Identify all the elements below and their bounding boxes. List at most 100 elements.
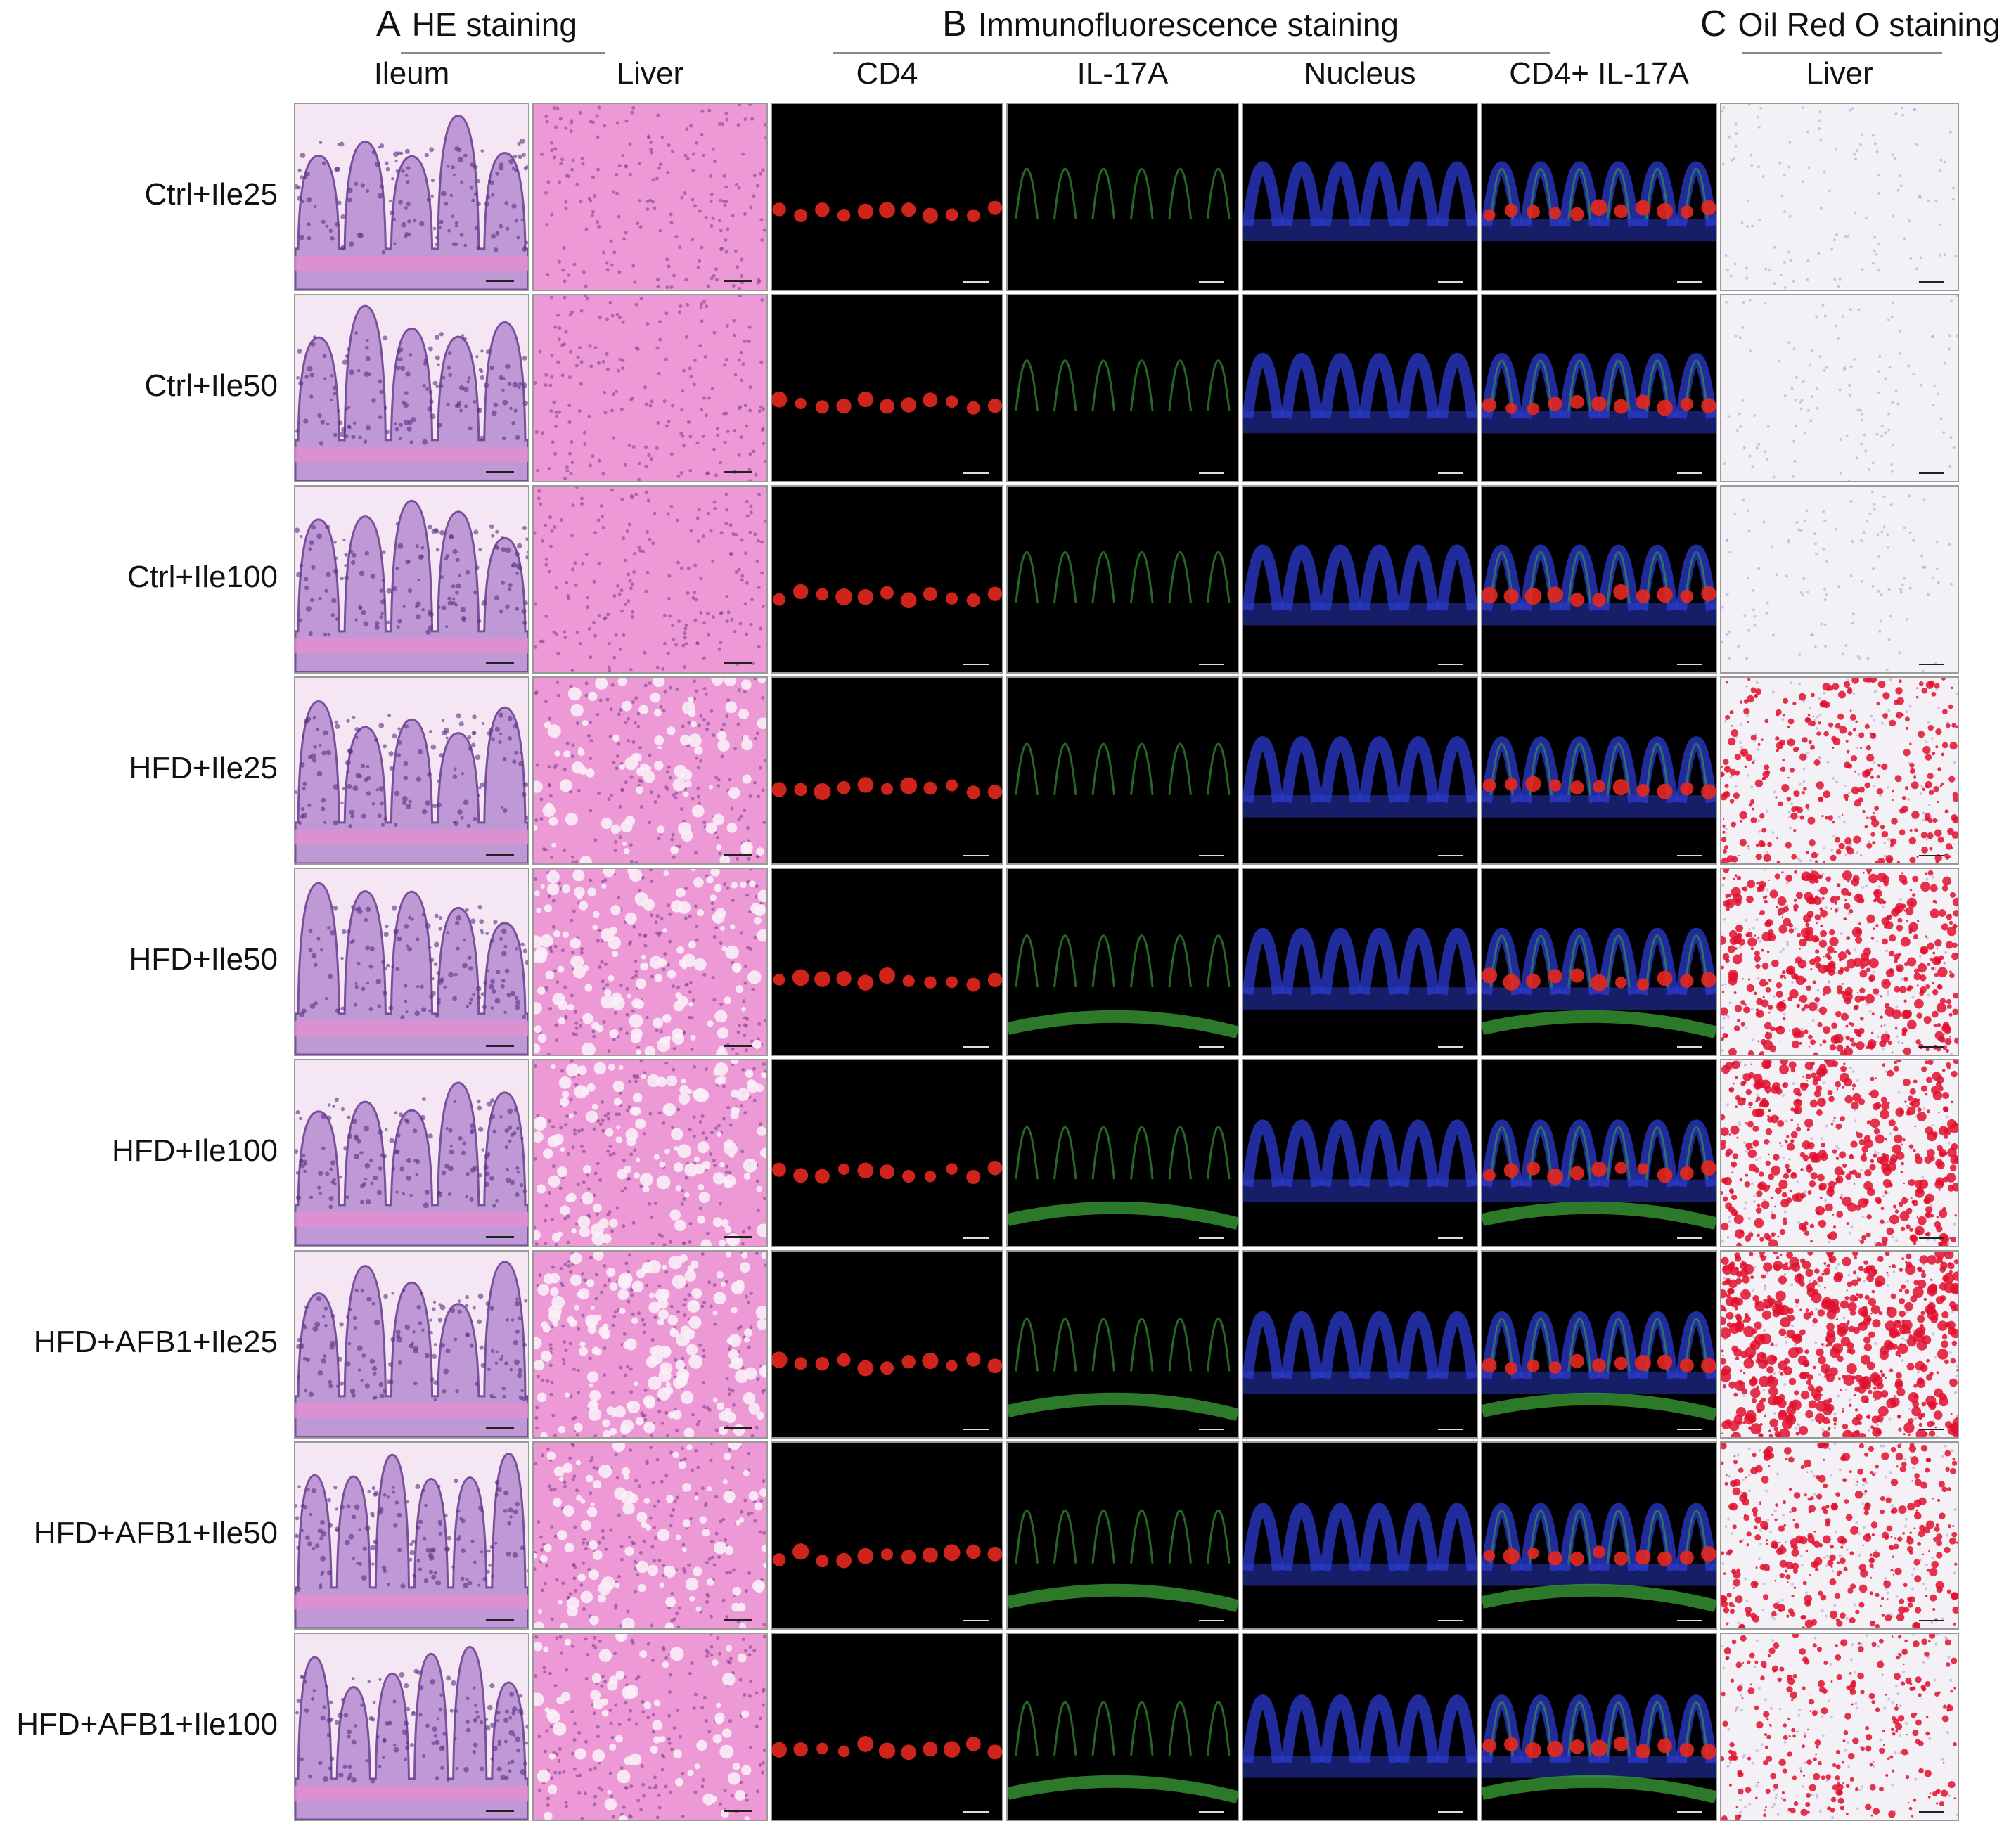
micrograph-nucleus [1242, 1250, 1478, 1439]
micrograph-image [1721, 295, 1958, 481]
micrograph-il17a [1006, 103, 1239, 291]
micrograph-image [534, 295, 766, 481]
micrograph-cd4 [771, 485, 1003, 674]
row-label: HFD+Ile50 [129, 942, 278, 977]
micrograph-image [772, 1060, 1002, 1246]
micrograph-image [1243, 1252, 1477, 1437]
row-label: Ctrl+Ile100 [127, 560, 278, 594]
micrograph-image [1482, 869, 1716, 1055]
section-letter: B [942, 4, 967, 44]
micrograph-image [295, 295, 528, 481]
micrograph-he-ileum [294, 868, 529, 1056]
micrograph-merge [1481, 103, 1717, 291]
section-underline [401, 52, 605, 54]
row-label: HFD+Ile25 [129, 751, 278, 785]
micrograph-he-liver [532, 676, 768, 865]
section-title-a: A HE staining [376, 3, 577, 45]
micrograph-image [1721, 869, 1958, 1055]
micrograph-image [295, 869, 528, 1055]
column-label-il17a: IL-17A [1077, 56, 1169, 91]
micrograph-image [772, 104, 1002, 290]
micrograph-il17a [1006, 868, 1239, 1056]
micrograph-image [1008, 295, 1238, 481]
section-title-c: C Oil Red O staining [1700, 3, 2001, 45]
row-label: HFD+AFB1+Ile50 [33, 1516, 278, 1550]
micrograph-nucleus [1242, 485, 1478, 674]
micrograph-he-liver [532, 868, 768, 1056]
micrograph-image [1243, 295, 1477, 481]
micrograph-il17a [1006, 1441, 1239, 1630]
micrograph-cd4 [771, 1250, 1003, 1439]
micrograph-oro-liver [1720, 1250, 1959, 1439]
micrograph-image [1008, 1443, 1238, 1628]
micrograph-oro-liver [1720, 1633, 1959, 1821]
micrograph-he-ileum [294, 1250, 529, 1439]
micrograph-image [1243, 1443, 1477, 1628]
micrograph-cd4 [771, 1059, 1003, 1247]
micrograph-cd4 [771, 294, 1003, 482]
micrograph-image [534, 1634, 766, 1820]
micrograph-image [1008, 1252, 1238, 1437]
micrograph-image [1243, 1634, 1477, 1820]
micrograph-image [534, 104, 766, 290]
micrograph-nucleus [1242, 1633, 1478, 1821]
micrograph-he-ileum [294, 103, 529, 291]
micrograph-nucleus [1242, 294, 1478, 482]
section-title-text: HE staining [411, 6, 577, 43]
micrograph-oro-liver [1720, 868, 1959, 1056]
micrograph-he-liver [532, 1441, 768, 1630]
micrograph-image [1243, 869, 1477, 1055]
micrograph-image [295, 487, 528, 672]
micrograph-image [1482, 487, 1716, 672]
micrograph-he-ileum [294, 1633, 529, 1821]
micrograph-image [1721, 1634, 1958, 1820]
micrograph-image [1721, 104, 1958, 290]
micrograph-cd4 [771, 103, 1003, 291]
column-label-he-ileum: Ileum [373, 56, 450, 91]
micrograph-image [1721, 487, 1958, 672]
micrograph-oro-liver [1720, 103, 1959, 291]
micrograph-cd4 [771, 868, 1003, 1056]
micrograph-image [534, 1252, 766, 1437]
micrograph-il17a [1006, 1633, 1239, 1821]
micrograph-nucleus [1242, 1059, 1478, 1247]
micrograph-image [1482, 1060, 1716, 1246]
micrograph-merge [1481, 1633, 1717, 1821]
micrograph-he-ileum [294, 1059, 529, 1247]
micrograph-image [1482, 295, 1716, 481]
micrograph-cd4 [771, 1633, 1003, 1821]
column-label-he-liver: Liver [616, 56, 684, 91]
section-title-b: B Immunofluorescence staining [942, 3, 1399, 45]
micrograph-he-liver [532, 1250, 768, 1439]
micrograph-image [295, 104, 528, 290]
micrograph-he-liver [532, 1633, 768, 1821]
micrograph-image [772, 678, 1002, 863]
micrograph-oro-liver [1720, 1059, 1959, 1247]
micrograph-he-liver [532, 294, 768, 482]
micrograph-cd4 [771, 676, 1003, 865]
micrograph-image [1243, 678, 1477, 863]
column-label-nucleus: Nucleus [1304, 56, 1416, 91]
micrograph-nucleus [1242, 676, 1478, 865]
micrograph-image [772, 295, 1002, 481]
micrograph-il17a [1006, 676, 1239, 865]
micrograph-image [295, 1443, 528, 1628]
row-label: Ctrl+Ile50 [144, 368, 278, 403]
micrograph-image [1008, 487, 1238, 672]
micrograph-image [1008, 869, 1238, 1055]
micrograph-he-liver [532, 103, 768, 291]
micrograph-image [1008, 1060, 1238, 1246]
micrograph-image [295, 678, 528, 863]
micrograph-image [534, 678, 766, 863]
micrograph-image [534, 1060, 766, 1246]
micrograph-oro-liver [1720, 485, 1959, 674]
micrograph-image [772, 1252, 1002, 1437]
row-label: Ctrl+Ile25 [144, 177, 278, 212]
micrograph-il17a [1006, 294, 1239, 482]
micrograph-image [772, 1634, 1002, 1820]
micrograph-nucleus [1242, 103, 1478, 291]
section-underline [1742, 52, 1942, 54]
micrograph-oro-liver [1720, 676, 1959, 865]
section-letter: C [1700, 4, 1727, 44]
micrograph-image [1482, 104, 1716, 290]
